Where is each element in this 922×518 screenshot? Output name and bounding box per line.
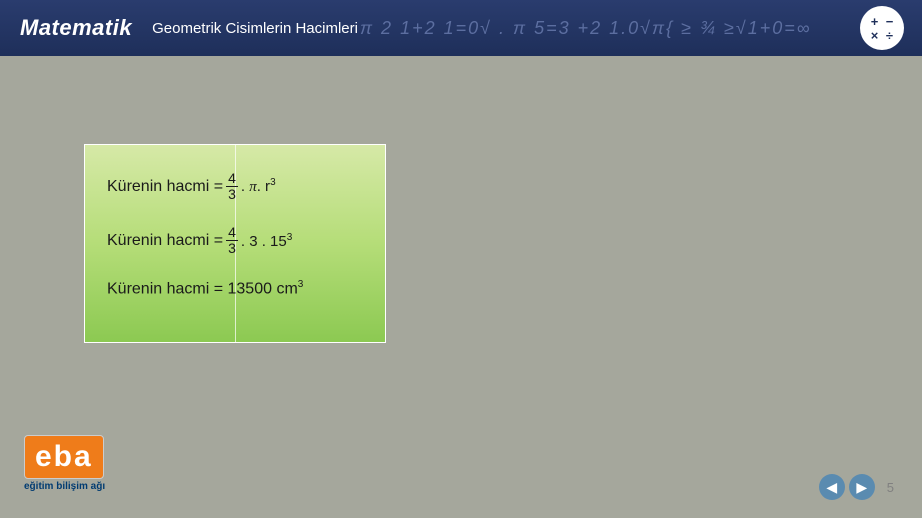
formula-line-2: Kürenin hacmi = 4 3 . 3 . 153 <box>107 225 363 257</box>
chevron-right-icon: ▶ <box>856 479 867 496</box>
formula-label: Kürenin hacmi = 13500 cm3 <box>107 279 303 298</box>
eba-logo-subtitle: eğitim bilişim ağı <box>24 481 149 492</box>
page-subtitle: Geometrik Cisimlerin Hacimleri <box>152 20 358 37</box>
fraction: 4 3 <box>226 171 238 203</box>
formula-expression: . π. r3 <box>241 177 276 196</box>
formula-label: Kürenin hacmi = <box>107 178 223 196</box>
next-button[interactable]: ▶ <box>849 474 875 500</box>
fraction: 4 3 <box>226 225 238 257</box>
fraction-numerator: 4 <box>226 171 238 187</box>
formula-panel: Kürenin hacmi = 4 3 . π. r3 Kürenin hacm… <box>84 144 386 343</box>
fraction-denominator: 3 <box>226 187 238 202</box>
pi-symbol: π <box>249 179 257 195</box>
formula-expression: . 3 . 153 <box>241 232 292 250</box>
op-divide-icon: ÷ <box>883 29 897 42</box>
exponent: 3 <box>298 279 304 290</box>
expr-text: . 3 . 15 <box>241 233 287 250</box>
eba-logo: eba eğitim bilişim ağı <box>24 435 149 492</box>
formula-label: Kürenin hacmi = <box>107 232 223 250</box>
formula-line-1: Kürenin hacmi = 4 3 . π. r3 <box>107 171 363 203</box>
page-number: 5 <box>887 480 894 495</box>
nav-controls: ◀ ▶ 5 <box>819 474 894 500</box>
op-plus-icon: + <box>868 15 882 28</box>
chevron-left-icon: ◀ <box>826 479 837 496</box>
fraction-denominator: 3 <box>226 241 238 256</box>
header-math-decoration: π 2 1+2 1=0√ . π 5=3 +2 1.0√π{ ≥ ¾ ≥√1+0… <box>360 0 860 56</box>
brand-title: Matematik <box>20 15 132 41</box>
eba-logo-box: eba <box>24 435 104 479</box>
content-area: Kürenin hacmi = 4 3 . π. r3 Kürenin hacm… <box>0 56 922 518</box>
prev-button[interactable]: ◀ <box>819 474 845 500</box>
fraction-numerator: 4 <box>226 225 238 241</box>
exponent: 3 <box>270 177 276 188</box>
header-bar: Matematik Geometrik Cisimlerin Hacimleri… <box>0 0 922 56</box>
op-minus-icon: − <box>883 15 897 28</box>
expr-text: . <box>241 178 249 195</box>
result-text: Kürenin hacmi = 13500 cm <box>107 280 298 297</box>
exponent: 3 <box>287 232 293 243</box>
op-times-icon: × <box>868 29 882 42</box>
formula-line-3: Kürenin hacmi = 13500 cm3 <box>107 279 363 298</box>
expr-text: . r <box>257 178 270 195</box>
math-ops-icon: + − × ÷ <box>860 6 904 50</box>
